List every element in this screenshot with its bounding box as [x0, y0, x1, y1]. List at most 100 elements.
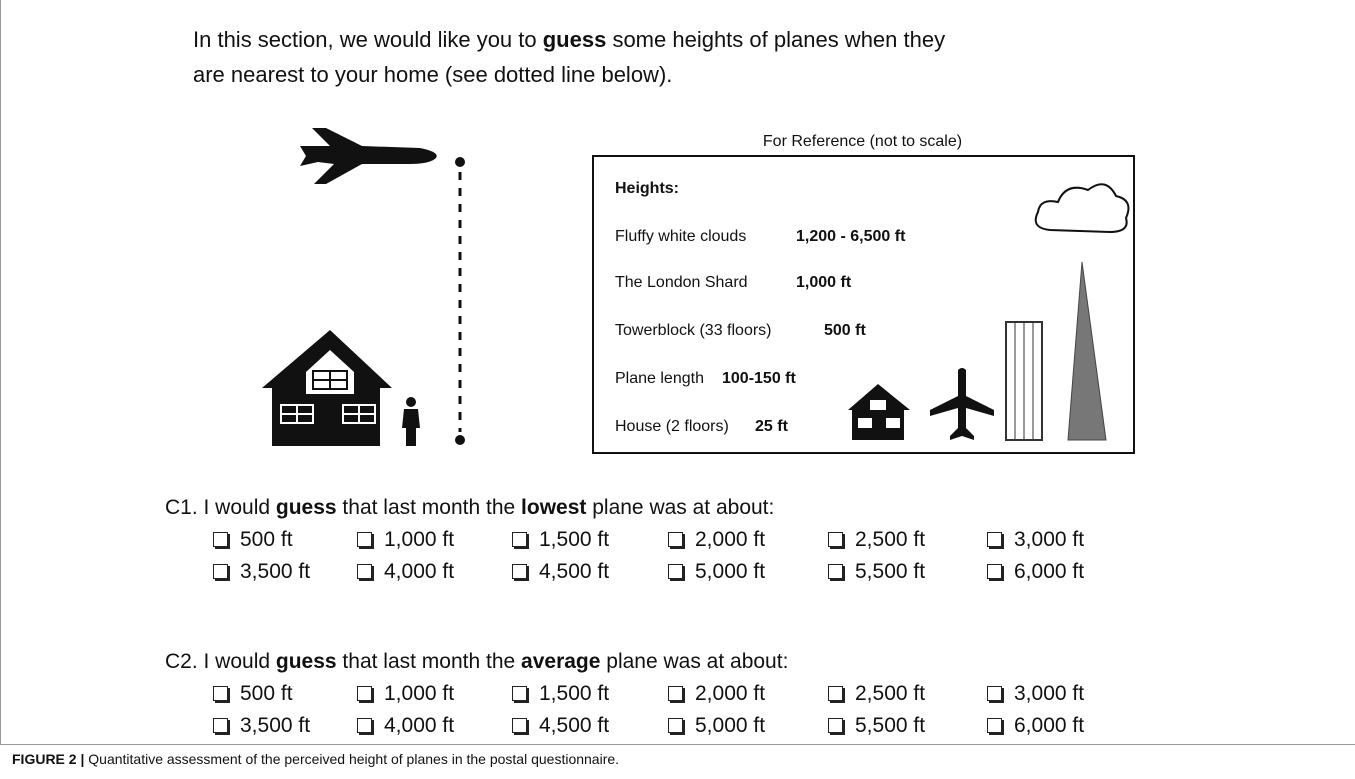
option-label: 6,000 ft [1014, 560, 1085, 583]
checkbox[interactable] [668, 532, 683, 547]
checkbox[interactable] [828, 564, 843, 579]
option[interactable]: 6,000 ft [987, 714, 1084, 738]
checkbox[interactable] [668, 564, 683, 579]
reference-title: For Reference (not to scale) [762, 133, 963, 150]
checkbox[interactable] [987, 718, 1002, 733]
checkbox[interactable] [668, 686, 683, 701]
caption: FIGURE 2 | Quantitative assessment of th… [12, 751, 619, 767]
option-label: 4,500 ft [539, 560, 610, 583]
text: In this section, we would like you to [193, 27, 543, 52]
text: some heights of planes when they are nea… [193, 27, 946, 87]
checkbox[interactable] [357, 718, 372, 733]
text: Quantitative assessment of the perceived… [84, 751, 620, 767]
reference-label: Towerblock (33 floors) [615, 322, 772, 339]
reference-value: 1,200 - 6,500 ft [796, 228, 906, 245]
checkbox[interactable] [828, 718, 843, 733]
option-label: 2,000 ft [695, 682, 766, 705]
option[interactable]: 4,500 ft [512, 560, 609, 584]
option[interactable]: 3,500 ft [213, 714, 310, 738]
checkbox[interactable] [987, 564, 1002, 579]
option[interactable]: 500 ft [213, 528, 293, 552]
reference-label: Fluffy white clouds [615, 228, 747, 245]
checkbox[interactable] [987, 532, 1002, 547]
checkbox[interactable] [987, 686, 1002, 701]
checkbox[interactable] [213, 564, 228, 579]
option-label: 5,000 ft [695, 714, 766, 737]
option[interactable]: 1,500 ft [512, 528, 609, 552]
reference-heading: Heights: [615, 180, 679, 197]
option[interactable]: 2,000 ft [668, 528, 765, 552]
question: C1. I would guess that last month the lo… [165, 496, 774, 520]
option-label: 6,000 ft [1014, 714, 1085, 737]
checkbox[interactable] [213, 532, 228, 547]
option-label: 3,000 ft [1014, 682, 1085, 705]
checkbox[interactable] [357, 686, 372, 701]
frame-line [0, 0, 1, 744]
checkbox[interactable] [828, 532, 843, 547]
option-label: 1,500 ft [539, 528, 610, 551]
cloud-icon [1034, 183, 1130, 234]
checkbox[interactable] [668, 718, 683, 733]
option-label: 4,500 ft [539, 714, 610, 737]
option[interactable]: 2,500 ft [828, 528, 925, 552]
option-label: 5,500 ft [855, 560, 926, 583]
reference-value: 1,000 ft [796, 274, 852, 291]
option-label: 3,500 ft [240, 560, 311, 583]
option-label: 1,000 ft [384, 682, 455, 705]
option-label: 500 ft [240, 682, 293, 705]
checkbox[interactable] [213, 718, 228, 733]
frame-line [0, 744, 1355, 745]
bold-text: average [521, 650, 601, 673]
option[interactable]: 4,000 ft [357, 714, 454, 738]
reference-label: House (2 floors) [615, 418, 729, 435]
option[interactable]: 4,500 ft [512, 714, 609, 738]
checkbox[interactable] [512, 718, 527, 733]
checkbox[interactable] [357, 564, 372, 579]
option[interactable]: 1,000 ft [357, 682, 454, 706]
reference-label: Plane length [615, 370, 704, 387]
option[interactable]: 500 ft [213, 682, 293, 706]
checkbox[interactable] [213, 686, 228, 701]
option-label: 2,000 ft [695, 528, 766, 551]
text: C2. I would [165, 650, 276, 673]
checkbox[interactable] [512, 686, 527, 701]
option[interactable]: 5,500 ft [828, 714, 925, 738]
text: C1. I would [165, 496, 276, 519]
small-house-icon [848, 384, 910, 440]
option[interactable]: 3,000 ft [987, 528, 1084, 552]
checkbox[interactable] [828, 686, 843, 701]
reference-label: The London Shard [615, 274, 748, 291]
shard-icon [1067, 261, 1107, 441]
towerblock-icon [1005, 321, 1043, 441]
dot [455, 157, 465, 167]
option[interactable]: 5,000 ft [668, 714, 765, 738]
checkbox[interactable] [512, 532, 527, 547]
option[interactable]: 4,000 ft [357, 560, 454, 584]
person-icon [402, 397, 420, 446]
checkbox[interactable] [512, 564, 527, 579]
option-label: 5,000 ft [695, 560, 766, 583]
option[interactable]: 6,000 ft [987, 560, 1084, 584]
option-label: 1,500 ft [539, 682, 610, 705]
text: plane was at about: [586, 496, 775, 519]
option-label: 2,500 ft [855, 682, 926, 705]
reference-value: 25 ft [755, 418, 788, 435]
option-label: 4,000 ft [384, 714, 455, 737]
option[interactable]: 3,500 ft [213, 560, 310, 584]
option[interactable]: 5,000 ft [668, 560, 765, 584]
option-label: 5,500 ft [855, 714, 926, 737]
option[interactable]: 1,000 ft [357, 528, 454, 552]
reference-value: 100-150 ft [722, 370, 796, 387]
option[interactable]: 2,000 ft [668, 682, 765, 706]
option[interactable]: 1,500 ft [512, 682, 609, 706]
option[interactable]: 3,000 ft [987, 682, 1084, 706]
option-label: 3,000 ft [1014, 528, 1085, 551]
text: that last month the [336, 496, 522, 519]
checkbox[interactable] [357, 532, 372, 547]
reference-box [592, 155, 1135, 454]
bold-text: guess [542, 27, 607, 52]
option[interactable]: 5,500 ft [828, 560, 925, 584]
option[interactable]: 2,500 ft [828, 682, 925, 706]
